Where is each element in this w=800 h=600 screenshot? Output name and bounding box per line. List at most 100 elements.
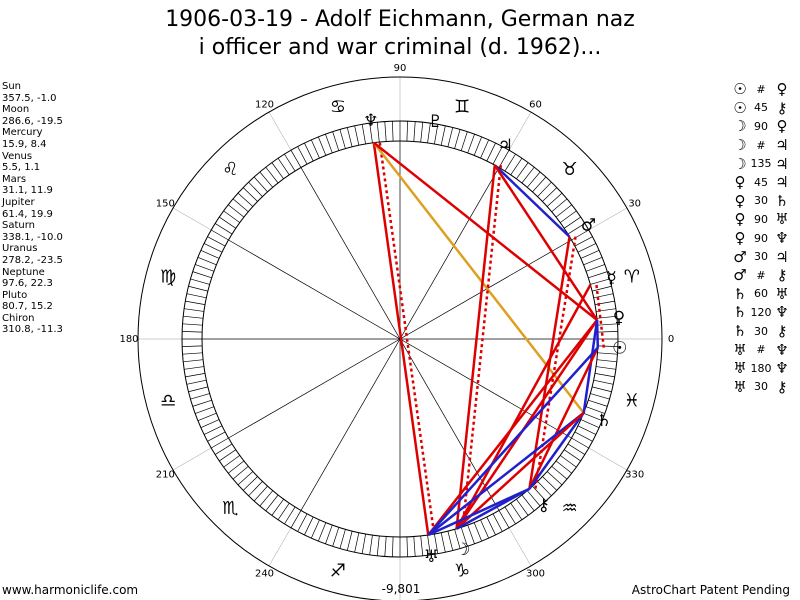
degree-tick bbox=[265, 494, 279, 512]
degree-label: 120 bbox=[255, 99, 274, 110]
degree-tick bbox=[593, 379, 614, 385]
degree-tick bbox=[253, 176, 268, 193]
aspect-row: ♄ 60 ♅ bbox=[730, 285, 796, 304]
aspect-angle: 60 bbox=[754, 287, 768, 301]
degree-tick bbox=[242, 187, 258, 202]
degree-tick bbox=[311, 519, 320, 539]
aspect-row: ☽ # ♃ bbox=[730, 136, 796, 155]
aspect-row: ☽ 90 ♀ bbox=[730, 117, 796, 136]
aspect-row: ♀ 30 ♄ bbox=[730, 192, 796, 211]
sign-boundary bbox=[172, 207, 212, 231]
degree-tick bbox=[555, 204, 573, 218]
capricorn-sign-icon: ♑ bbox=[454, 560, 470, 581]
degree-tick bbox=[277, 158, 290, 176]
degree-tick bbox=[346, 531, 353, 551]
degree-tick bbox=[277, 502, 290, 520]
planet-position-sun: 357.5, -1.0 bbox=[2, 92, 57, 104]
degree-tick bbox=[223, 210, 241, 223]
degree-label: 180 bbox=[119, 334, 138, 345]
aspect-glyph: ♄ bbox=[733, 303, 747, 322]
degree-tick bbox=[592, 285, 612, 292]
degree-label: 0 bbox=[668, 334, 674, 345]
aspect-glyph: ☽ bbox=[733, 136, 747, 155]
degree-tick bbox=[354, 532, 360, 553]
degree-tick bbox=[597, 323, 618, 326]
degree-tick bbox=[596, 315, 617, 319]
degree-tick bbox=[447, 127, 454, 147]
aspect-glyph: ♅ bbox=[775, 210, 789, 229]
degree-tick bbox=[253, 485, 268, 502]
degree-tick bbox=[297, 513, 308, 532]
degree-tick bbox=[447, 531, 454, 551]
aspect-angle: 30 bbox=[754, 324, 768, 338]
planet-name-saturn: Saturn bbox=[2, 220, 36, 232]
degree-tick bbox=[197, 412, 217, 421]
degree-tick bbox=[594, 373, 615, 378]
degree-tick bbox=[473, 522, 482, 542]
aspect-glyph: ☉ bbox=[733, 98, 747, 117]
degree-tick bbox=[392, 536, 394, 557]
sign-boundary bbox=[172, 447, 212, 471]
degree-tick bbox=[182, 345, 203, 347]
aspect-glyph: ⚷ bbox=[776, 266, 788, 285]
degree-tick bbox=[211, 229, 229, 241]
degree-tick bbox=[346, 127, 353, 147]
degree-tick bbox=[516, 162, 529, 180]
degree-tick bbox=[406, 536, 408, 557]
venus-planet-icon: ♀ bbox=[613, 308, 625, 328]
sign-boundary bbox=[268, 111, 292, 151]
degree-tick bbox=[510, 158, 523, 176]
degree-tick bbox=[184, 308, 204, 312]
degree-tick bbox=[593, 293, 614, 299]
aspect-glyph: ♆ bbox=[775, 303, 789, 322]
aspect-row: ♅ # ♆ bbox=[730, 340, 796, 359]
sagittarius-sign-icon: ♐ bbox=[330, 560, 346, 581]
leo-sign-icon: ♌ bbox=[222, 159, 238, 180]
aspect-line bbox=[493, 164, 571, 238]
planet-name-mercury: Mercury bbox=[2, 127, 43, 139]
degree-tick bbox=[318, 522, 327, 542]
aspect-row: ♂ 30 ♃ bbox=[730, 247, 796, 266]
planet-position-venus: 5.5, 1.1 bbox=[2, 162, 41, 174]
degree-tick bbox=[197, 257, 217, 266]
degree-tick bbox=[237, 471, 254, 486]
degree-tick bbox=[339, 129, 346, 149]
degree-tick bbox=[590, 278, 610, 285]
degree-tick bbox=[567, 443, 586, 455]
degree-tick bbox=[527, 490, 541, 507]
planet-position-uranus: 278.2, -23.5 bbox=[2, 254, 63, 266]
degree-tick bbox=[413, 536, 416, 557]
aspect-glyph: ☽ bbox=[733, 117, 747, 136]
degree-label: 210 bbox=[156, 470, 175, 481]
degree-tick bbox=[297, 146, 308, 165]
aspect-angle: # bbox=[756, 268, 766, 282]
aspect-row: ☉ # ♀ bbox=[730, 80, 796, 99]
aspect-row: ♂ # ⚷ bbox=[730, 266, 796, 285]
degree-tick bbox=[480, 519, 489, 539]
degree-tick bbox=[571, 437, 589, 449]
degree-tick bbox=[203, 425, 223, 435]
degree-tick bbox=[585, 406, 605, 414]
degree-tick bbox=[577, 243, 597, 253]
degree-tick bbox=[551, 466, 568, 480]
degree-tick bbox=[434, 533, 439, 554]
degree-tick bbox=[585, 264, 605, 272]
degree-tick bbox=[542, 187, 558, 202]
planet-name-neptune: Neptune bbox=[2, 266, 45, 278]
degree-tick bbox=[192, 399, 212, 407]
degree-tick bbox=[200, 250, 220, 259]
aspect-glyph: ♀ bbox=[734, 229, 746, 248]
sign-boundary bbox=[508, 111, 532, 151]
degree-tick bbox=[369, 123, 373, 143]
aspect-glyph: ♀ bbox=[776, 80, 788, 99]
aspect-angle: 30 bbox=[754, 380, 768, 394]
mercury-planet-icon: ☿ bbox=[606, 269, 616, 289]
sign-boundary bbox=[588, 207, 628, 231]
aspect-line bbox=[528, 236, 571, 490]
degree-tick bbox=[546, 192, 563, 207]
degree-tick bbox=[223, 455, 241, 468]
cancer-sign-icon: ♋ bbox=[330, 97, 346, 118]
degree-tick bbox=[527, 171, 541, 188]
website-link[interactable]: www.harmoniclife.com bbox=[2, 583, 139, 597]
degree-tick bbox=[392, 121, 394, 142]
